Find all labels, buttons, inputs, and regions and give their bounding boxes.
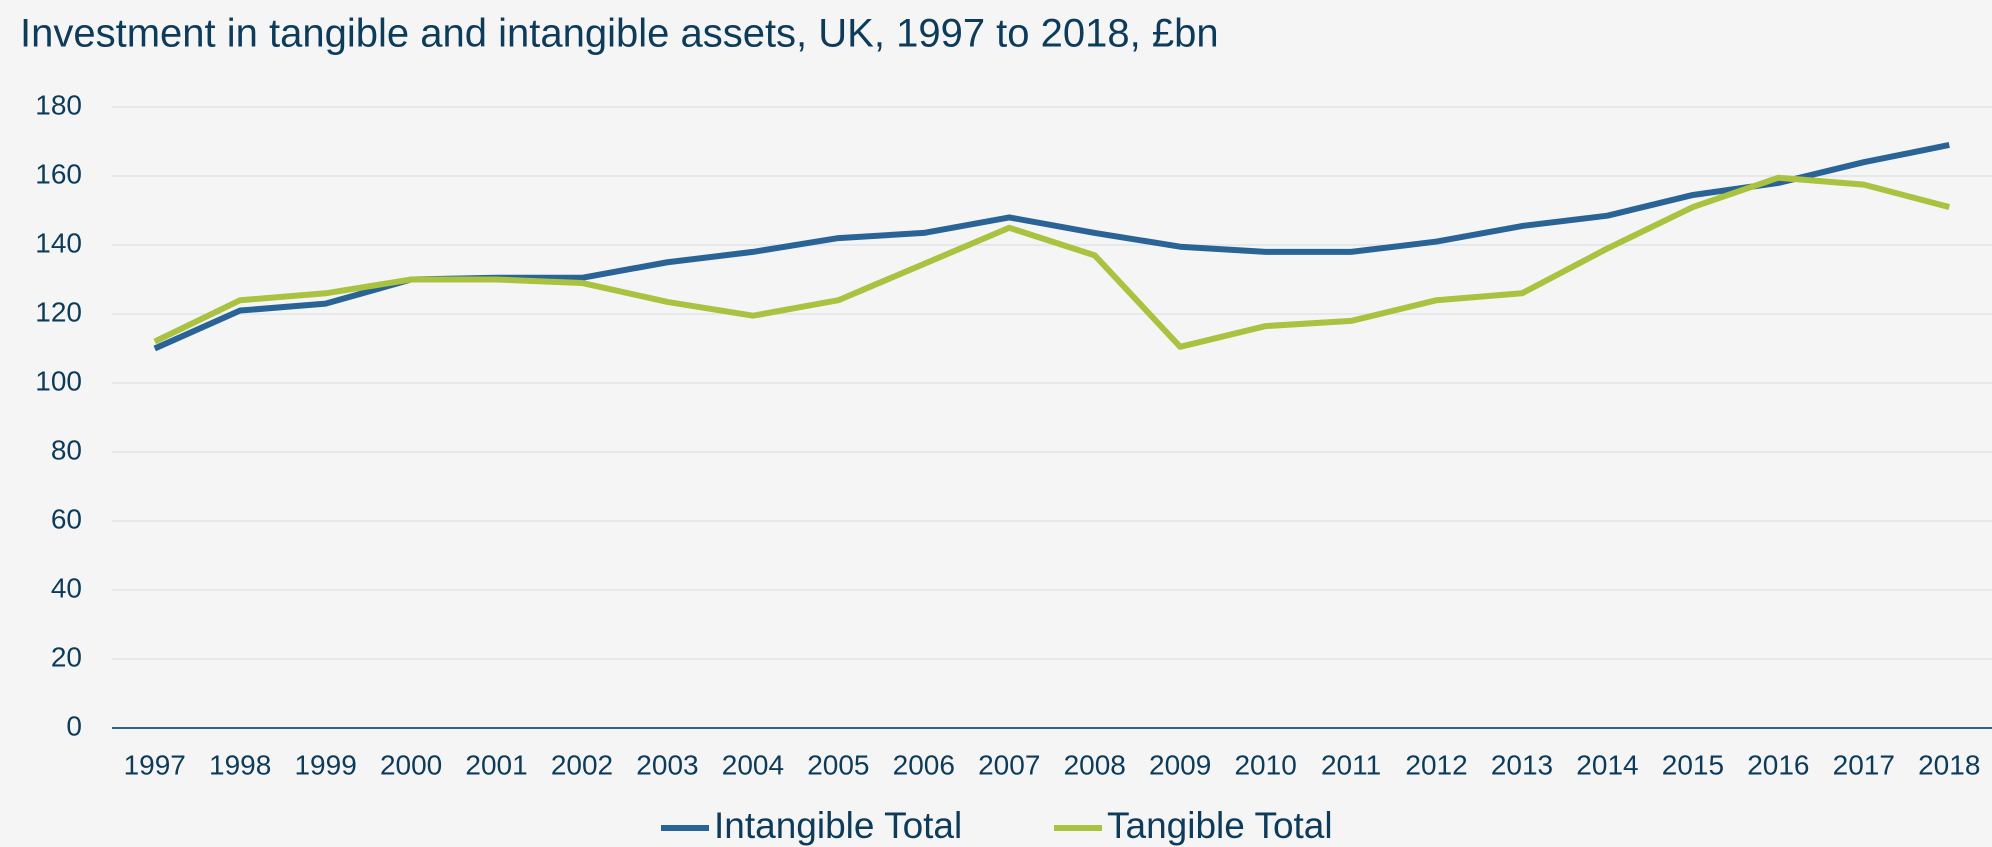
legend-label: Intangible Total	[714, 805, 962, 846]
x-tick-label: 2003	[636, 749, 698, 780]
y-tick-label: 60	[51, 503, 82, 534]
x-tick-label: 2013	[1491, 749, 1553, 780]
y-tick-label: 120	[35, 296, 82, 327]
y-tick-label: 180	[35, 89, 82, 120]
y-tick-label: 80	[51, 434, 82, 465]
legend-label: Tangible Total	[1107, 805, 1333, 846]
x-tick-label: 2008	[1064, 749, 1126, 780]
x-tick-label: 1997	[124, 749, 186, 780]
x-tick-label: 2016	[1747, 749, 1809, 780]
x-tick-label: 2011	[1321, 749, 1381, 780]
x-tick-label: 2017	[1833, 749, 1895, 780]
y-tick-label: 100	[35, 365, 82, 396]
x-tick-label: 1998	[209, 749, 271, 780]
x-tick-label: 2001	[465, 749, 527, 780]
x-tick-label: 1999	[294, 749, 356, 780]
y-tick-label: 0	[66, 710, 82, 741]
y-tick-label: 160	[35, 158, 82, 189]
y-tick-label: 40	[51, 572, 82, 603]
x-tick-label: 2015	[1662, 749, 1724, 780]
y-tick-label: 140	[35, 227, 82, 258]
x-tick-label: 2006	[893, 749, 955, 780]
x-tick-label: 2009	[1149, 749, 1211, 780]
x-tick-label: 2000	[380, 749, 442, 780]
y-tick-label: 20	[51, 641, 82, 672]
x-tick-label: 2004	[722, 749, 784, 780]
x-tick-label: 2014	[1576, 749, 1638, 780]
x-tick-label: 2005	[807, 749, 869, 780]
x-tick-label: 2012	[1405, 749, 1467, 780]
x-tick-label: 2002	[551, 749, 613, 780]
x-tick-label: 2018	[1918, 749, 1980, 780]
x-tick-label: 2010	[1234, 749, 1296, 780]
x-tick-label: 2007	[978, 749, 1040, 780]
chart-title: Investment in tangible and intangible as…	[20, 12, 1219, 56]
series-line	[153, 174, 1951, 350]
